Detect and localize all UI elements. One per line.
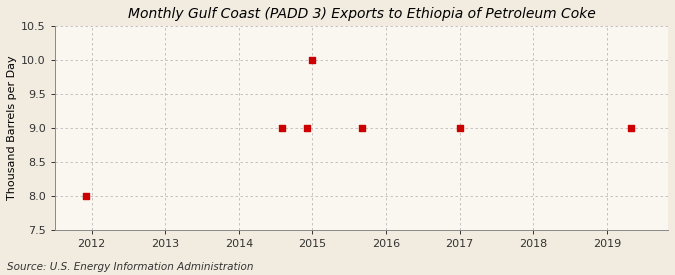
Point: [356, 126, 367, 130]
Point: [454, 126, 465, 130]
Point: [276, 126, 287, 130]
Point: [307, 58, 318, 62]
Y-axis label: Thousand Barrels per Day: Thousand Barrels per Day: [7, 56, 17, 200]
Point: [301, 126, 312, 130]
Point: [626, 126, 637, 130]
Title: Monthly Gulf Coast (PADD 3) Exports to Ethiopia of Petroleum Coke: Monthly Gulf Coast (PADD 3) Exports to E…: [128, 7, 595, 21]
Text: Source: U.S. Energy Information Administration: Source: U.S. Energy Information Administ…: [7, 262, 253, 272]
Point: [80, 194, 91, 198]
